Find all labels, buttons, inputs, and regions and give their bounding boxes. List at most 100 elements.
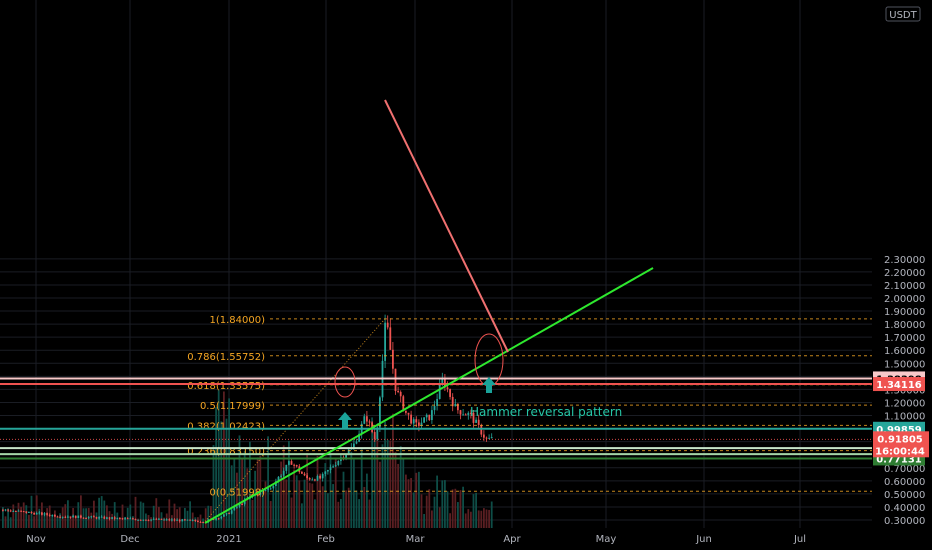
volume-bar [457, 502, 459, 528]
y-tick-label: 0.50000 [884, 490, 925, 501]
volume-bar [93, 500, 95, 528]
volume-bar [314, 499, 316, 528]
volume-bar [488, 509, 490, 528]
volume-bar [311, 483, 314, 528]
volume-bar [22, 502, 25, 528]
candle-body [420, 422, 423, 426]
volume-bar [204, 508, 207, 528]
volume-bar [77, 502, 80, 528]
volume-bar [467, 509, 470, 528]
volume-bar [28, 514, 30, 528]
candle-body [236, 506, 238, 508]
volume-bar [433, 496, 436, 528]
volume-bar [451, 489, 454, 528]
fib-diagonal [204, 318, 386, 522]
candle-body [433, 405, 436, 411]
candle-body [392, 349, 394, 369]
volume-bar [168, 499, 171, 528]
volume-bar [462, 486, 464, 528]
candle-body [7, 509, 9, 511]
volume-bar [160, 512, 163, 528]
candle-body [431, 410, 433, 421]
descending-trendline[interactable] [384, 99, 509, 353]
candle-body [77, 515, 80, 518]
y-tick-label: 2.30000 [884, 255, 925, 266]
candle-body [472, 412, 475, 423]
volume-bar [410, 478, 412, 528]
volume-bar [9, 517, 12, 528]
candle-body [41, 512, 43, 515]
volume-bar [358, 499, 360, 528]
candle-body [194, 520, 197, 522]
volume-bar [475, 492, 477, 528]
candle-body [410, 414, 412, 424]
fib-level-label: 0.618(1.33575) [187, 381, 265, 392]
volume-bar [132, 516, 134, 528]
volume-bar [158, 506, 160, 528]
candle-body [259, 491, 262, 495]
price-badge-label: 1.34116 [876, 380, 922, 391]
candle-body [35, 512, 38, 515]
volume-bar [121, 504, 124, 528]
x-tick-label: Jun [695, 534, 712, 545]
candle-body [82, 517, 85, 519]
volume-bar [238, 435, 241, 528]
volume-bar [67, 500, 69, 528]
candle-body [488, 437, 490, 439]
volume-bar [178, 507, 181, 528]
candle-body [464, 414, 467, 416]
candle-body [327, 469, 329, 472]
candle-body [2, 509, 4, 511]
volume-bar [280, 461, 282, 528]
y-tick-label: 1.10000 [884, 412, 925, 423]
candle-body [319, 475, 321, 479]
candle-body [425, 414, 428, 418]
volume-bar [412, 492, 415, 528]
volume-bar [95, 512, 98, 528]
volume-bar [54, 510, 56, 528]
candle-body [142, 519, 145, 521]
volume-bar [267, 436, 269, 528]
volume-bar [230, 465, 233, 528]
volume-bar [236, 472, 238, 528]
up-arrow-icon [338, 412, 352, 428]
candle-body [15, 511, 17, 513]
x-tick-label: Nov [26, 534, 46, 545]
candle-body [301, 471, 303, 474]
candle-body [124, 518, 126, 520]
volume-bar [423, 513, 425, 528]
volume-bar [438, 507, 441, 528]
candle-body [438, 384, 441, 399]
candle-body [173, 519, 176, 521]
candle-body [72, 515, 74, 518]
candle-body [9, 510, 12, 512]
volume-bar [441, 480, 444, 528]
candle-body [423, 417, 425, 423]
ascending-trendline[interactable] [204, 267, 654, 524]
candle-body [212, 519, 215, 521]
volume-bar [119, 519, 121, 528]
candle-body [280, 475, 282, 477]
volume-bar [207, 505, 210, 528]
candle-body [134, 519, 137, 521]
candle-body [405, 410, 407, 413]
candle-body [145, 519, 147, 521]
candle-body [111, 517, 113, 519]
volume-bar [470, 511, 472, 528]
volume-bar [316, 455, 319, 528]
volume-bar [25, 505, 28, 528]
candle-body [106, 517, 108, 519]
candle-body [316, 475, 319, 481]
volume-bar [321, 486, 324, 528]
volume-bar [454, 488, 457, 528]
volume-bar [249, 441, 251, 528]
candle-body [264, 489, 267, 491]
volume-bar [355, 490, 358, 528]
candle-body [293, 464, 295, 466]
volume-bar [220, 421, 223, 528]
volume-bar [295, 475, 298, 528]
candle-body [103, 516, 106, 519]
fib-level-label: 0.786(1.55752) [187, 352, 265, 363]
candle-body [176, 519, 178, 521]
